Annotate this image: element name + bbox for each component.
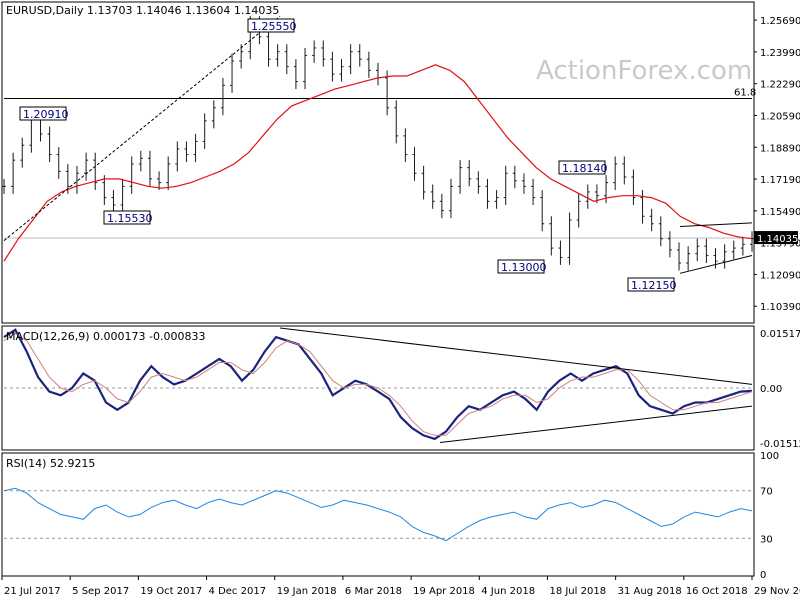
price-label: 1.13000 [501, 261, 547, 274]
price-label-box [497, 259, 545, 274]
price-label: 1.18140 [562, 162, 608, 175]
x-tick-label: 19 Oct 2017 [140, 586, 202, 597]
x-tick-label: 18 Jul 2018 [549, 586, 606, 597]
macd-layer [3, 327, 753, 444]
price-tick-label: 1.10390 [760, 302, 800, 313]
price-tick-label: 1.17190 [760, 175, 800, 186]
current-price-box [754, 231, 798, 245]
current-price-label: 1.14035 [757, 234, 798, 245]
triangle-upper-line [679, 222, 753, 228]
rsi-tick-label: 100 [760, 451, 779, 462]
x-tick-label: 5 Sep 2017 [72, 586, 129, 597]
price-label-box [19, 106, 67, 121]
x-tick-label: 6 Mar 2018 [345, 586, 402, 597]
x-tick-label: 21 Jul 2017 [4, 586, 61, 597]
macd-tick-label: -0.015126 [760, 439, 800, 450]
price-tick-label: 1.23990 [760, 48, 800, 59]
macd-tick-label: 0.00 [760, 384, 782, 395]
x-tick-label: 31 Aug 2018 [618, 586, 682, 597]
price-label-box [627, 277, 675, 292]
x-tick-label: 19 Jan 2018 [277, 586, 337, 597]
chart-title: EURUSD,Daily 1.13703 1.14046 1.13604 1.1… [6, 4, 279, 17]
rsi-tick-label: 30 [760, 534, 773, 545]
price-tick-label: 1.13790 [760, 239, 800, 250]
price-tick-label: 1.18890 [760, 143, 800, 154]
x-tick-label: 16 Oct 2018 [686, 586, 748, 597]
price-label: 1.12150 [631, 279, 677, 292]
price-label-box [558, 160, 606, 175]
macd-tick-label: 0.015178 [760, 329, 800, 340]
x-tick-label: 19 Apr 2018 [413, 586, 475, 597]
rsi-tick-label: 0 [760, 570, 766, 581]
x-tick-label: 4 Jun 2018 [481, 586, 535, 597]
watermark: ActionForex.com [536, 56, 752, 86]
macd-title: MACD(12,26,9) 0.000173 -0.000833 [6, 330, 205, 343]
price-tick-label: 1.25690 [760, 16, 800, 27]
rsi-tick-label: 70 [760, 487, 773, 498]
axis-layer: 1.25690 1.23990 1.22290 1.20590 1.18890 1.171… [1, 16, 800, 597]
rsi-title: RSI(14) 52.9215 [6, 457, 95, 470]
macd-panel-frame [1, 325, 755, 451]
rsi-line [3, 487, 753, 542]
x-tick-label: 4 Dec 2017 [209, 586, 267, 597]
price-tick-label: 1.20590 [760, 111, 800, 122]
price-label: 1.25550 [251, 20, 297, 33]
triangle-lower-line [679, 255, 753, 274]
macd-signal-line [3, 332, 753, 436]
macd-upper-trend [279, 327, 753, 385]
price-layer: 61.8 1.20910 1.15530 1.25550 1.13000 1.18140 1… [2, 15, 756, 292]
price-label: 1.15530 [107, 212, 153, 225]
x-tick-label: 29 Nov 2018 [754, 586, 800, 597]
rsi-panel-frame [1, 452, 755, 577]
price-tick-label: 1.12090 [760, 270, 800, 281]
price-label-box [103, 210, 151, 225]
macd-lower-trend [439, 405, 753, 444]
price-tick-label: 1.15490 [760, 207, 800, 218]
price-tick-label: 1.22290 [760, 80, 800, 91]
price-label-box [247, 18, 295, 33]
fib-label: 61.8 [734, 87, 756, 98]
price-label: 1.20910 [23, 108, 69, 121]
rsi-layer [3, 487, 753, 542]
macd-line [3, 328, 753, 441]
uptrend-line [3, 15, 281, 241]
price-panel-frame [1, 1, 755, 324]
moving-average-line [3, 64, 753, 262]
